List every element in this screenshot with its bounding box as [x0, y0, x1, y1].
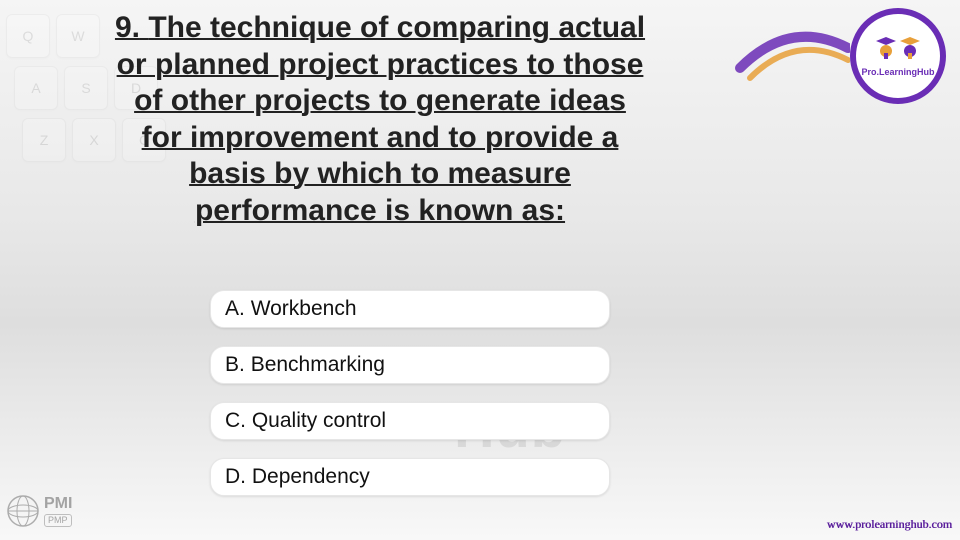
slide: Q W A S D Z X C Pro.LearningHub 9. The t… [0, 0, 960, 540]
option-label: Quality control [252, 409, 386, 432]
option-letter: A. [225, 297, 245, 320]
option-letter: B. [225, 353, 245, 376]
option-c[interactable]: C. Quality control [210, 402, 610, 440]
graduate-icon [874, 35, 898, 61]
pmi-logo: PMI PMP [6, 488, 86, 534]
option-letter: D. [225, 465, 246, 488]
options-list: A. Workbench B. Benchmarking C. Quality … [210, 290, 610, 496]
option-d[interactable]: D. Dependency [210, 458, 610, 496]
graduate-icon [898, 35, 922, 61]
logo-label: Pro.LearningHub [861, 67, 934, 77]
option-a[interactable]: A. Workbench [210, 290, 610, 328]
option-label: Workbench [251, 297, 357, 320]
option-letter: C. [225, 409, 246, 432]
question-body: The technique of comparing actual or pla… [117, 11, 645, 227]
globe-icon [6, 494, 40, 528]
question-number: 9. [115, 11, 140, 44]
brand-swoosh-decor [730, 18, 850, 88]
option-label: Benchmarking [251, 353, 385, 376]
question-text: 9. The technique of comparing actual or … [110, 10, 650, 230]
website-url: www.prolearninghub.com [827, 517, 952, 532]
option-b[interactable]: B. Benchmarking [210, 346, 610, 384]
option-label: Dependency [252, 465, 370, 488]
prolearninghub-logo: Pro.LearningHub [850, 8, 946, 104]
